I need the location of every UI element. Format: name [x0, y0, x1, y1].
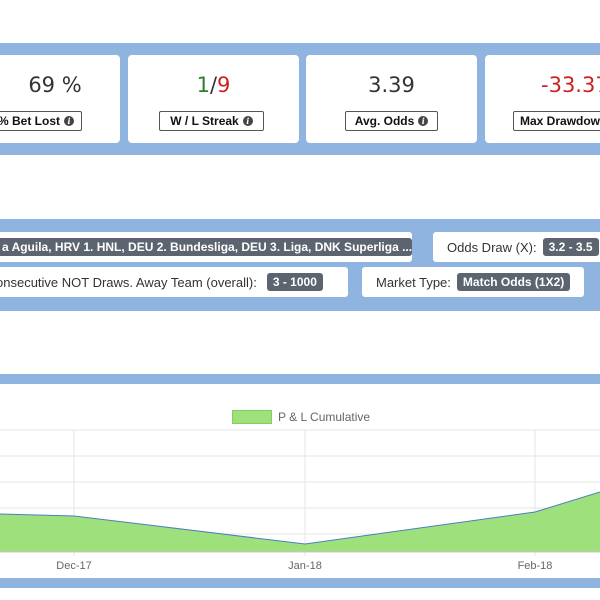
- stat-card-bet-lost: 69 % % Bet Lost i: [0, 55, 120, 143]
- info-icon[interactable]: i: [242, 116, 253, 126]
- filter-market-type-label: Market Type:: [376, 274, 451, 290]
- filter-consecutive-not-draws[interactable]: onsecutive NOT Draws. Away Team (overall…: [0, 267, 348, 297]
- stat-label-wl-streak[interactable]: W / L Streak i: [159, 111, 264, 131]
- streak-separator: /: [209, 73, 218, 97]
- pl-cumulative-chart: Dec-17 Jan-18 Feb-18: [0, 429, 600, 572]
- stat-card-wl-streak: 1/9 W / L Streak i: [128, 55, 299, 143]
- x-tick-label: Dec-17: [56, 560, 91, 572]
- stat-value-wl-streak: 1/9: [128, 73, 299, 97]
- stat-label-max-drawdown[interactable]: Max Drawdown: [513, 111, 600, 131]
- stat-label-avg-odds[interactable]: Avg. Odds i: [345, 111, 438, 131]
- pl-line-series: [0, 491, 600, 545]
- filter-consecutive-label: onsecutive NOT Draws. Away Team (overall…: [0, 274, 257, 290]
- stat-card-avg-odds: 3.39 Avg. Odds i: [306, 55, 477, 143]
- pl-area-series: [0, 492, 600, 552]
- x-tick-labels: Dec-17 Jan-18 Feb-18: [56, 560, 552, 572]
- filter-odds-draw[interactable]: Odds Draw (X): 3.2 - 3.5: [433, 232, 600, 262]
- legend-swatch: [232, 410, 272, 424]
- streak-loss-value: 9: [217, 73, 231, 97]
- x-tick-label: Feb-18: [518, 560, 553, 572]
- chart-band: P & L Cumulative Dec-17 Jan-18 Feb-18: [0, 374, 600, 588]
- stat-label-text: W / L Streak: [170, 114, 239, 128]
- stat-value-bet-lost: 69 %: [28, 73, 82, 97]
- stat-label-text: Avg. Odds: [354, 114, 415, 128]
- filter-leagues[interactable]: a Aguila, HRV 1. HNL, DEU 2. Bundesliga,…: [0, 232, 412, 262]
- filter-leagues-value: a Aguila, HRV 1. HNL, DEU 2. Bundesliga,…: [0, 238, 412, 256]
- x-tick-label: Jan-18: [288, 560, 322, 572]
- info-icon[interactable]: i: [64, 116, 74, 126]
- chart-legend[interactable]: P & L Cumulative: [232, 410, 370, 424]
- stat-label-bet-lost[interactable]: % Bet Lost i: [0, 111, 82, 131]
- filter-market-type[interactable]: Market Type: Match Odds (1X2): [362, 267, 584, 297]
- filter-market-type-value: Match Odds (1X2): [456, 273, 571, 291]
- info-icon[interactable]: i: [418, 116, 429, 126]
- stat-label-text: Max Drawdown: [520, 114, 600, 128]
- stat-value-max-drawdown: -33.37: [541, 73, 600, 97]
- legend-label: P & L Cumulative: [278, 410, 371, 424]
- stat-value-avg-odds: 3.39: [368, 73, 415, 97]
- stats-band: 69 % % Bet Lost i 1/9 W / L Streak i 3.3…: [0, 43, 600, 155]
- stat-card-max-drawdown: -33.37 Max Drawdown: [485, 55, 600, 143]
- stat-label-text: % Bet Lost: [0, 114, 60, 128]
- streak-win-value: 1: [196, 73, 210, 97]
- chart-panel: P & L Cumulative Dec-17 Jan-18 Feb-18: [0, 384, 600, 578]
- filters-band: a Aguila, HRV 1. HNL, DEU 2. Bundesliga,…: [0, 219, 600, 311]
- filter-consecutive-value: 3 - 1000: [266, 273, 323, 291]
- filter-odds-draw-value: 3.2 - 3.5: [542, 238, 599, 256]
- filter-odds-draw-label: Odds Draw (X):: [447, 239, 537, 255]
